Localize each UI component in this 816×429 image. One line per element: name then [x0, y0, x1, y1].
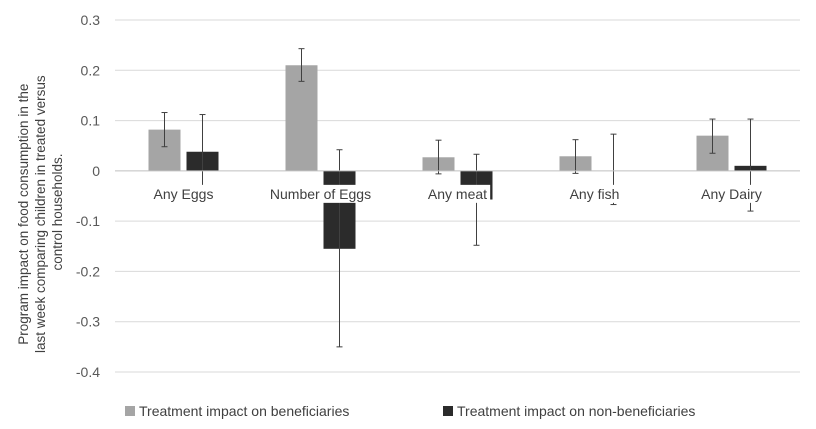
y-tick-label: 0 [92, 163, 100, 179]
y-tick-label: 0.1 [81, 113, 101, 129]
legend-swatch-non-beneficiaries [443, 406, 453, 416]
category-label: Any meat [428, 186, 487, 202]
legend-label-beneficiaries: Treatment impact on beneficiaries [139, 403, 349, 419]
y-tick-label: -0.2 [76, 263, 100, 279]
category-label-background [698, 184, 765, 203]
gridlines [115, 19, 800, 373]
y-axis-tick-labels: 0.3 0.2 0.1 0 -0.1 -0.2 -0.3 -0.4 [76, 12, 100, 380]
y-axis-label-line-2: last week comparing children in treated … [33, 75, 48, 353]
category-label-background [150, 184, 217, 203]
category-label-background [424, 184, 491, 203]
y-tick-label: -0.3 [76, 314, 100, 330]
category-label: Number of Eggs [270, 186, 371, 202]
legend-swatch-beneficiaries [125, 406, 135, 416]
y-tick-label: 0.2 [81, 62, 101, 78]
category-label: Any Eggs [154, 186, 214, 202]
y-tick-label: -0.1 [76, 213, 100, 229]
legend: Treatment impact on beneficiaries Treatm… [125, 403, 695, 419]
y-tick-label: 0.3 [81, 12, 101, 28]
category-label: Any fish [570, 186, 620, 202]
y-axis-label-line-1: Program impact on food consumption in th… [16, 84, 31, 345]
y-tick-label: -0.4 [76, 364, 100, 380]
legend-label-non-beneficiaries: Treatment impact on non-beneficiaries [457, 403, 695, 419]
category-label-background [566, 184, 623, 203]
category-label-background [266, 184, 375, 203]
y-axis-label-line-3: control households. [50, 153, 65, 270]
category-label: Any Dairy [701, 186, 762, 202]
category-labels: Any Eggs Number of Eggs Any meat Any fish An… [150, 184, 765, 203]
bar-beneficiaries [285, 65, 318, 171]
y-axis-label: Program impact on food consumption in th… [15, 71, 65, 353]
